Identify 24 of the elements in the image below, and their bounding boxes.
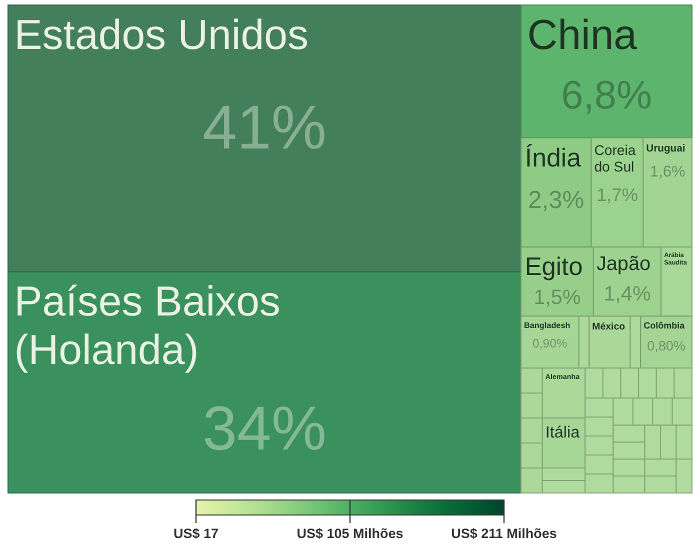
data-label: 34%	[202, 394, 327, 464]
data-label: 1,5%	[534, 286, 581, 310]
text: US$ 211 Milhões	[451, 526, 557, 541]
category-label: Bangladesh	[524, 320, 570, 330]
category-label: Itália	[545, 423, 580, 442]
category-label: China	[527, 10, 638, 58]
category-label: Índia	[524, 143, 582, 172]
text: US$ 105 Milhões	[296, 526, 404, 541]
data-label: 1,6%	[650, 164, 686, 180]
category-label: Colômbia	[644, 320, 686, 331]
data-label: 0,80%	[647, 338, 686, 354]
category-label: Japão	[596, 252, 651, 275]
category-label: Uruguai	[646, 144, 686, 155]
category-label: Egito	[524, 253, 583, 282]
category-label: Estados Unidos	[14, 10, 308, 58]
category-label: Países Baixos (Holanda)	[14, 278, 280, 373]
category-label: México	[592, 321, 626, 332]
data-label: 1,7%	[596, 185, 638, 206]
text: US$ 17	[173, 526, 219, 541]
data-label: 1,4%	[604, 282, 651, 306]
data-label: 0,90%	[532, 336, 568, 351]
category-label: Coreia do Sul	[594, 142, 636, 174]
data-label: 41%	[202, 94, 327, 163]
data-label: 2,3%	[528, 187, 584, 214]
